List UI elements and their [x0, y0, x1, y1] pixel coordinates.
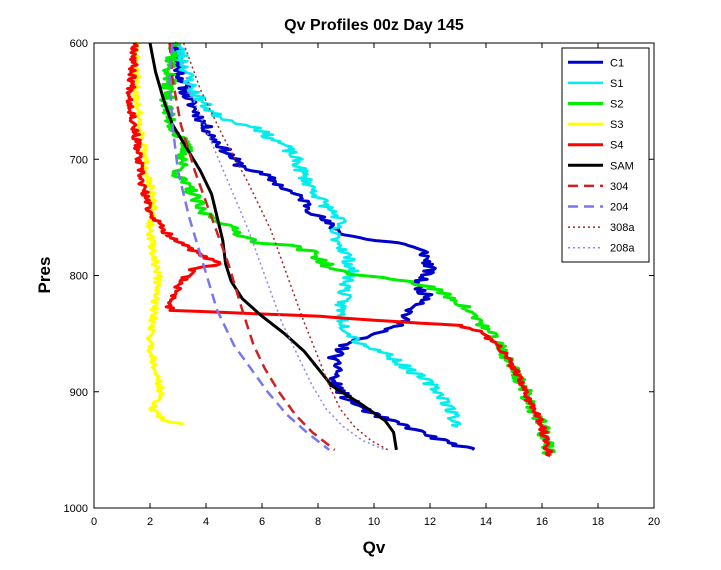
x-tick-label: 4 — [203, 516, 209, 528]
y-tick-label: 800 — [70, 271, 88, 283]
x-tick-label: 20 — [648, 516, 660, 528]
series-line-SAM — [148, 42, 398, 451]
y-tick-label: 700 — [70, 154, 88, 166]
x-tick-label: 18 — [592, 516, 604, 528]
ticks-layer: 0 2 4 6 8 10 12 14 16 18 20 600 700 800 900 1000 — [64, 38, 661, 528]
x-tick-label: 2 — [147, 516, 153, 528]
legend-label: SAM — [610, 160, 634, 172]
series-line-204 — [168, 42, 330, 451]
legend-label: C1 — [610, 57, 624, 69]
series-line-S1 — [173, 41, 462, 428]
legend-label: S3 — [610, 119, 623, 131]
x-tick-label: 0 — [91, 516, 97, 528]
legend-label: S4 — [610, 140, 623, 152]
chart-title: Qv Profiles 00z Day 145 — [284, 17, 464, 34]
legend-label: S2 — [610, 99, 623, 111]
x-tick-label: 14 — [480, 516, 492, 528]
series-line-S3 — [131, 41, 185, 426]
legend-label: 304 — [610, 181, 628, 193]
y-tick-label: 1000 — [64, 503, 88, 515]
legend-label: 308a — [610, 222, 635, 234]
legend-label: 204 — [610, 202, 628, 214]
series-line-304 — [168, 42, 336, 451]
legend-box — [561, 47, 650, 263]
x-axis-label: Qv — [363, 538, 386, 557]
y-tick-label: 600 — [70, 38, 88, 50]
series-line-208a — [177, 42, 386, 451]
x-tick-label: 12 — [424, 516, 436, 528]
x-tick-label: 16 — [536, 516, 548, 528]
x-tick-label: 10 — [368, 516, 380, 528]
legend-label: S1 — [610, 78, 623, 90]
series-line-C1 — [169, 42, 475, 451]
legend-label: 208a — [610, 243, 635, 255]
x-tick-label: 8 — [315, 516, 321, 528]
y-axis-label: Pres — [35, 257, 54, 294]
x-tick-label: 6 — [259, 516, 265, 528]
series-line-S4 — [125, 42, 554, 458]
series-line-308a — [182, 42, 389, 451]
y-tick-label: 900 — [70, 387, 88, 399]
legend: C1 S1 S2 S3 S4 SAM 304 204 308a 208a — [561, 47, 650, 263]
series-layer — [125, 41, 556, 458]
